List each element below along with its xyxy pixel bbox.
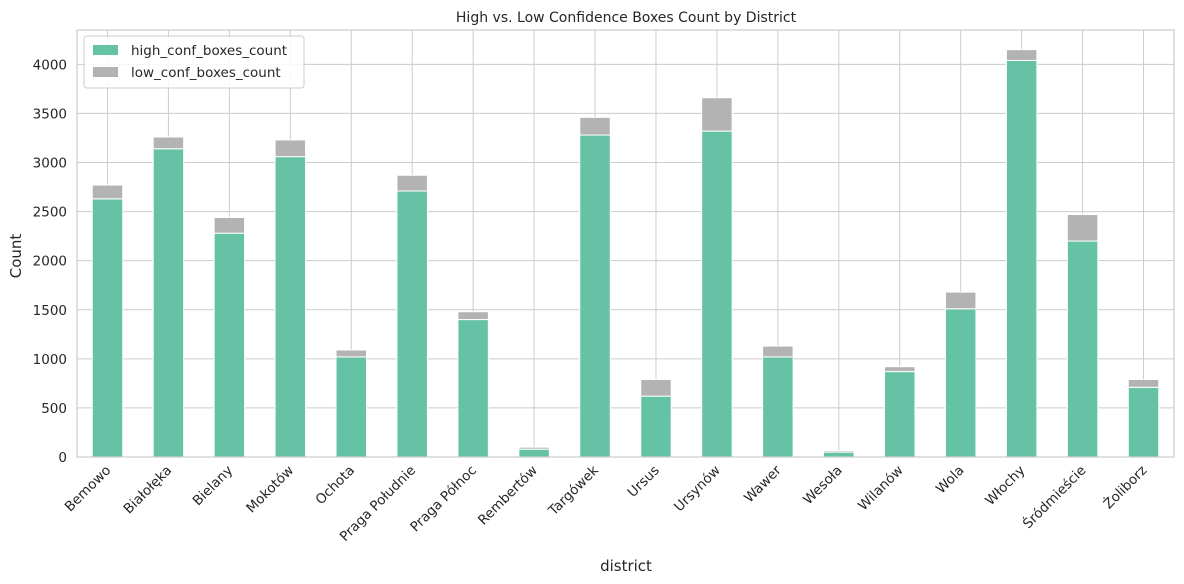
bar-high_conf_boxes_count xyxy=(213,232,246,458)
bar-high_conf_boxes_count xyxy=(274,156,307,458)
bar-low_conf_boxes_count xyxy=(579,116,611,136)
y-tick-label: 1000 xyxy=(33,352,67,368)
bar-low_conf_boxes_count xyxy=(457,311,489,321)
bar-low_conf_boxes_count xyxy=(1127,378,1160,388)
bar-low_conf_boxes_count xyxy=(152,136,185,150)
bar-low_conf_boxes_count xyxy=(335,349,367,358)
bar-low_conf_boxes_count xyxy=(762,345,794,358)
bar-high_conf_boxes_count xyxy=(884,371,916,458)
y-tick-label: 2500 xyxy=(33,205,67,221)
bar-low_conf_boxes_count xyxy=(944,291,977,310)
bar-low_conf_boxes_count xyxy=(884,366,916,373)
x-axis-label: district xyxy=(600,557,652,575)
bar-high_conf_boxes_count xyxy=(1127,386,1160,458)
bar-low_conf_boxes_count xyxy=(91,184,124,200)
bar-high_conf_boxes_count xyxy=(944,308,977,458)
bar-high_conf_boxes_count xyxy=(701,130,733,458)
bar-high_conf_boxes_count xyxy=(91,198,124,458)
legend: high_conf_boxes_count low_conf_boxes_coun… xyxy=(83,35,305,89)
bar-high_conf_boxes_count xyxy=(640,395,672,458)
y-tick-label: 2000 xyxy=(33,254,67,270)
y-axis-label: Count xyxy=(7,234,25,279)
legend-swatch xyxy=(93,45,118,55)
legend-swatch xyxy=(93,67,118,77)
bar-low_conf_boxes_count xyxy=(640,378,672,397)
bar-high_conf_boxes_count xyxy=(152,148,185,458)
y-tick-label: 1500 xyxy=(33,303,67,319)
bar-high_conf_boxes_count xyxy=(396,190,428,458)
bar-low_conf_boxes_count xyxy=(518,446,550,450)
bar-low_conf_boxes_count xyxy=(1066,214,1099,242)
plot-frame xyxy=(76,29,1175,458)
bar-high_conf_boxes_count xyxy=(762,356,794,458)
bar-low_conf_boxes_count xyxy=(396,174,428,192)
y-tick-label: 3500 xyxy=(33,106,67,122)
legend-label: low_conf_boxes_count xyxy=(131,65,281,81)
bars xyxy=(91,49,1160,458)
y-tick-label: 3000 xyxy=(33,156,67,172)
y-tick-label: 0 xyxy=(58,450,67,466)
bar-low_conf_boxes_count xyxy=(823,450,855,453)
bar-low_conf_boxes_count xyxy=(701,97,733,132)
legend-label: high_conf_boxes_count xyxy=(131,43,287,59)
bar-high_conf_boxes_count xyxy=(335,356,367,458)
bar-high_conf_boxes_count xyxy=(518,448,550,458)
bar-high_conf_boxes_count xyxy=(1066,240,1099,458)
chart-title: High vs. Low Confidence Boxes Count by D… xyxy=(456,10,797,26)
bar-high_conf_boxes_count xyxy=(457,319,489,458)
y-tick-label: 4000 xyxy=(33,57,67,73)
bar-low_conf_boxes_count xyxy=(1005,49,1038,61)
bar-high_conf_boxes_count xyxy=(823,451,855,458)
bar-high_conf_boxes_count xyxy=(1005,59,1038,458)
bar-low_conf_boxes_count xyxy=(213,216,246,234)
bar-low_conf_boxes_count xyxy=(274,139,307,158)
legend-box xyxy=(83,35,305,89)
y-tick-label: 500 xyxy=(41,401,67,417)
bar-high_conf_boxes_count xyxy=(579,134,611,458)
